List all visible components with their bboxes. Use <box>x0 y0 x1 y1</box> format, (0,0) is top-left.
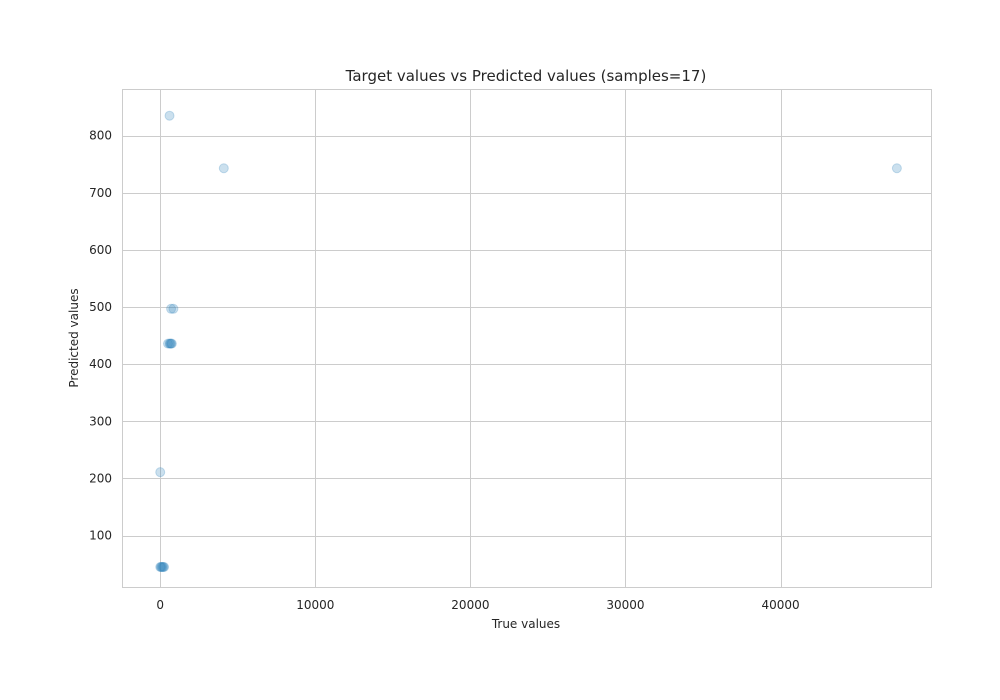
scatter-point <box>156 562 167 573</box>
scatter-point <box>166 303 177 314</box>
y-tick-label: 300 <box>89 414 112 428</box>
scatter-point <box>157 562 168 573</box>
y-axis-label: Predicted values <box>67 288 81 387</box>
scatter-point <box>162 338 173 349</box>
scatter-point <box>155 467 166 478</box>
y-tick-labels: 100 200 300 400 500 600 700 800 <box>89 129 112 543</box>
y-tick-label: 600 <box>89 243 112 257</box>
x-tick-label: 10000 <box>296 598 334 612</box>
scatter-point <box>166 338 177 349</box>
x-tick-label: 0 <box>156 598 164 612</box>
y-tick-label: 800 <box>89 129 112 143</box>
scatter-point <box>164 110 175 121</box>
y-tick-label: 700 <box>89 186 112 200</box>
x-axis-label: True values <box>491 617 560 631</box>
scatter-point <box>155 562 166 573</box>
y-tick-label: 400 <box>89 357 112 371</box>
grid <box>123 90 931 587</box>
scatter-point <box>891 163 902 174</box>
data-points <box>155 110 902 573</box>
x-tick-labels: 0 10000 20000 30000 40000 <box>156 598 799 612</box>
x-tick-label: 20000 <box>451 598 489 612</box>
plot-frame <box>122 89 932 588</box>
x-tick-label: 40000 <box>761 598 799 612</box>
chart-title: Target values vs Predicted values (sampl… <box>345 67 707 85</box>
scatter-point <box>158 562 169 573</box>
x-tick-label: 30000 <box>606 598 644 612</box>
scatter-point <box>159 562 170 573</box>
y-tick-label: 100 <box>89 529 112 543</box>
scatter-point <box>165 338 176 349</box>
scatter-point <box>218 163 229 174</box>
y-tick-label: 200 <box>89 471 112 485</box>
scatter-point <box>166 338 177 349</box>
scatter-point <box>164 338 175 349</box>
y-tick-label: 500 <box>89 300 112 314</box>
scatter-point <box>168 303 179 314</box>
scatter-point <box>155 562 166 573</box>
